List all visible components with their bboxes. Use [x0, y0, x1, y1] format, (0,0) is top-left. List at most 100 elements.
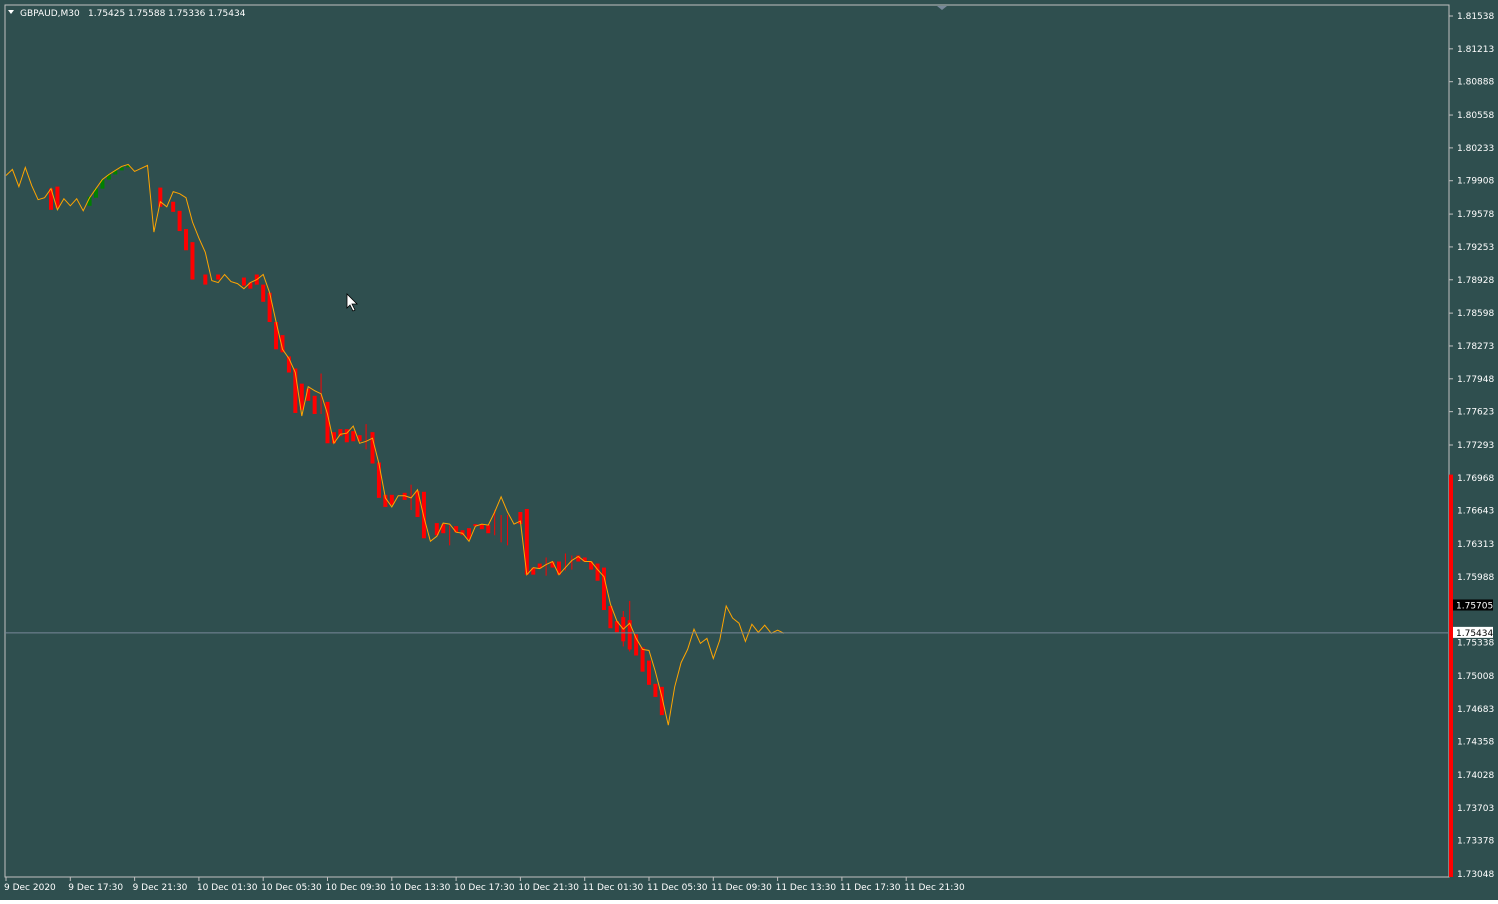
bear-candle	[370, 432, 375, 464]
bear-candle	[312, 395, 317, 414]
bear-candle	[389, 494, 394, 505]
price-tick-label: 1.76968	[1457, 474, 1494, 484]
price-axis: 1.81538 1.81213 1.80888 1.80558 1.80233 1.799…	[1449, 12, 1494, 880]
bear-candle	[49, 188, 54, 210]
price-tick-label: 1.78928	[1457, 276, 1494, 286]
price-tick-label: 1.75338	[1457, 639, 1494, 649]
bear-candle	[286, 356, 291, 373]
price-tick-label: 1.74683	[1457, 705, 1494, 715]
ask-price-marker: 1.75705	[1453, 599, 1493, 611]
ask-marker-box	[1453, 599, 1493, 611]
price-tick-label: 1.78273	[1457, 342, 1494, 352]
bid-marker-text: 1.75434	[1456, 629, 1493, 639]
bear-candle	[653, 683, 658, 697]
price-tick-label: 1.78598	[1457, 309, 1494, 319]
time-tick-label: 9 Dec 21:30	[133, 883, 188, 893]
time-tick-label: 11 Dec 01:30	[583, 883, 644, 893]
time-tick-label: 11 Dec 17:30	[840, 883, 901, 893]
bull-candle	[87, 196, 92, 206]
triangle-down-icon[interactable]	[8, 10, 14, 14]
bull-candle	[113, 170, 118, 175]
bear-candle	[158, 187, 163, 207]
ohlc-values: 1.75425 1.75588 1.75336 1.75434	[88, 9, 246, 19]
bear-candle	[659, 686, 664, 716]
bear-candle	[184, 229, 189, 251]
time-axis: 9 Dec 2020 9 Dec 17:30 9 Dec 21:30 10 Dec 0…	[4, 877, 965, 893]
time-tick-label: 10 Dec 05:30	[261, 883, 322, 893]
bear-candle	[344, 429, 349, 443]
bull-candle	[106, 174, 111, 180]
bear-candle	[357, 435, 362, 442]
bear-candle	[518, 512, 523, 525]
bear-candle	[614, 621, 619, 633]
price-tick-label: 1.76313	[1457, 540, 1494, 550]
bear-candle	[55, 186, 60, 208]
bull-candle	[100, 179, 105, 189]
bear-candle	[293, 368, 298, 413]
bear-candle	[556, 561, 561, 575]
bear-candle	[280, 335, 285, 353]
price-tick-label: 1.73703	[1457, 804, 1494, 814]
price-tick-label: 1.75008	[1457, 672, 1494, 682]
price-tick-label: 1.75988	[1457, 573, 1494, 583]
bear-candle	[576, 555, 581, 562]
bear-candle	[434, 523, 439, 536]
bear-candle	[537, 563, 542, 569]
ask-marker-text: 1.75705	[1456, 601, 1493, 611]
bear-candle	[261, 284, 266, 302]
bear-candle	[454, 526, 459, 533]
price-tick-label: 1.81538	[1457, 12, 1494, 22]
bear-candle	[248, 282, 253, 289]
bear-candle	[351, 431, 356, 442]
price-tick-label: 1.79908	[1457, 177, 1494, 187]
bear-candle	[421, 491, 426, 539]
bid-price-marker: 1.75434	[1453, 626, 1493, 639]
bear-candle	[241, 277, 246, 286]
chart-shift-marker[interactable]	[937, 6, 947, 10]
bear-candle	[640, 647, 645, 672]
bear-candle	[171, 201, 176, 212]
bear-candle	[595, 563, 600, 581]
bear-candle	[524, 508, 529, 575]
bull-candle	[94, 188, 99, 198]
bear-candle	[479, 524, 484, 530]
price-tick-label: 1.80558	[1457, 111, 1494, 121]
bear-candle	[402, 492, 407, 500]
symbol-timeframe: GBPAUD,M30	[20, 9, 80, 19]
price-tick-label: 1.79253	[1457, 243, 1494, 253]
bear-candle	[216, 274, 221, 280]
bull-candle	[119, 167, 124, 171]
price-tick-label: 1.79578	[1457, 210, 1494, 220]
bid-marker-box	[1453, 626, 1493, 638]
bull-candle	[126, 165, 131, 168]
time-tick-label: 9 Dec 2020	[4, 883, 56, 893]
price-line-series	[5, 163, 785, 726]
price-tick-label: 1.77293	[1457, 441, 1494, 451]
chart-frame	[4, 4, 1450, 878]
price-tick-label: 1.74028	[1457, 771, 1494, 781]
price-tick-label: 1.80888	[1457, 78, 1494, 88]
bear-candle	[466, 528, 471, 540]
time-tick-label: 10 Dec 01:30	[197, 883, 258, 893]
bear-candle	[647, 660, 651, 685]
bear-candle	[383, 494, 388, 507]
bear-candle	[531, 567, 536, 575]
time-tick-label: 10 Dec 17:30	[454, 883, 515, 893]
time-tick-label: 9 Dec 17:30	[68, 883, 123, 893]
bear-candle	[589, 561, 594, 570]
bear-candle	[325, 401, 330, 444]
bear-candle	[415, 490, 420, 518]
bear-candle	[473, 524, 478, 527]
bear-candle	[299, 383, 304, 410]
bear-candle	[376, 462, 381, 498]
time-tick-label: 11 Dec 13:30	[776, 883, 837, 893]
price-tick-label: 1.77948	[1457, 375, 1494, 385]
bear-candle	[203, 274, 208, 285]
time-tick-label: 11 Dec 09:30	[711, 883, 772, 893]
bear-candle	[331, 432, 336, 444]
time-tick-label: 10 Dec 21:30	[518, 883, 579, 893]
bear-candle	[608, 605, 613, 629]
